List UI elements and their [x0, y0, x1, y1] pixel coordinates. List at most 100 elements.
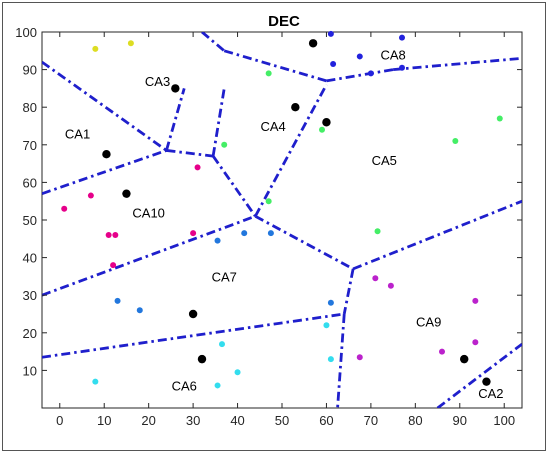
boundary-segment-7 [223, 49, 327, 83]
data-point-4-1 [61, 205, 68, 212]
data-point-4-3 [105, 232, 112, 239]
region-label-ca4: CA4 [260, 119, 285, 134]
data-point-1-7 [308, 39, 318, 48]
data-point-3-7 [496, 115, 503, 122]
data-point-3-4 [319, 126, 325, 133]
data-point-1-2 [122, 189, 131, 198]
region-label-ca6: CA6 [172, 378, 197, 393]
data-point-2-1 [92, 45, 99, 52]
cell-boundaries [42, 32, 522, 408]
region-label-ca8: CA8 [380, 48, 405, 63]
region-label-ca1: CA1 [65, 127, 90, 142]
data-point-1-6 [291, 103, 300, 112]
region-label-ca10: CA10 [132, 205, 165, 220]
region-label-ca3: CA3 [145, 74, 170, 89]
x-axis: 0 10 20 30 40 50 60 70 80 90 100 [56, 32, 515, 428]
data-point-1-5 [197, 354, 207, 364]
data-point-1-1 [102, 150, 111, 159]
data-point-6-6 [327, 356, 334, 363]
outer-frame [2, 2, 546, 451]
boundary-segment-5 [211, 88, 226, 157]
boundary-segment-8 [326, 68, 394, 83]
boundary-segment-17 [336, 313, 346, 408]
data-point-6-3 [214, 382, 221, 389]
boundary-segment-3 [42, 149, 167, 196]
data-point-5-5 [267, 230, 274, 237]
x-tick-label-100: 100 [493, 413, 515, 428]
data-point-3-6 [452, 138, 459, 145]
data-point-1-9 [460, 354, 469, 364]
y-tick-label-100: 100 [15, 25, 37, 40]
y-tick-label-10: 10 [23, 363, 37, 378]
region-label-ca7: CA7 [212, 269, 237, 284]
boundary-segment-2 [166, 149, 214, 158]
data-point-1-3 [171, 84, 180, 93]
boundary-segment-10 [211, 155, 257, 218]
x-tick-label-60: 60 [319, 413, 333, 428]
data-point-6-4 [234, 369, 241, 376]
boundary-segment-13 [254, 215, 354, 271]
x-tick-label-10: 10 [97, 413, 111, 428]
y-tick-label-30: 30 [23, 288, 37, 303]
data-point-5-4 [241, 230, 248, 237]
data-point-7-2 [372, 275, 379, 282]
x-tick-label-50: 50 [275, 413, 289, 428]
data-point-1-10 [482, 377, 491, 386]
data-point-8-1 [327, 30, 334, 37]
data-point-7-6 [472, 339, 479, 346]
boundary-segment-11 [254, 83, 328, 217]
data-points [61, 30, 503, 389]
data-point-7-5 [472, 297, 479, 304]
boundary-segment-12 [42, 214, 256, 297]
region-label-ca5: CA5 [372, 153, 397, 168]
data-point-4-4 [112, 232, 119, 239]
boundary-segment-1 [42, 60, 168, 152]
data-point-4-6 [190, 230, 197, 237]
data-point-8-5 [399, 34, 405, 41]
data-point-3-5 [374, 228, 381, 235]
data-point-6-5 [323, 322, 330, 329]
data-point-4-5 [110, 262, 117, 269]
data-point-8-3 [356, 53, 363, 60]
data-point-6-1 [92, 378, 99, 385]
boundary-segment-14 [352, 199, 522, 271]
data-point-3-1 [221, 141, 228, 148]
boundary-segment-15 [342, 268, 355, 315]
region-label-ca2: CA2 [478, 386, 503, 401]
y-axis: 10 20 30 40 50 60 70 80 90 100 [15, 25, 522, 378]
data-point-3-2 [265, 70, 272, 77]
data-point-5-6 [327, 299, 334, 306]
y-tick-label-40: 40 [23, 251, 37, 266]
y-tick-label-20: 20 [23, 326, 37, 341]
data-point-3-3 [265, 198, 272, 205]
y-tick-label-80: 80 [23, 100, 37, 115]
data-point-5-3 [214, 237, 221, 244]
x-tick-label-20: 20 [141, 413, 155, 428]
y-tick-label-60: 60 [23, 175, 37, 190]
x-tick-label-80: 80 [408, 413, 422, 428]
data-point-8-6 [399, 64, 405, 71]
data-point-4-7 [194, 164, 201, 171]
data-point-1-8 [322, 118, 331, 127]
chart-title: DEC [268, 13, 300, 30]
x-tick-label-40: 40 [230, 413, 244, 428]
y-tick-label-70: 70 [23, 138, 37, 153]
data-point-8-2 [330, 60, 337, 67]
boundary-segment-16 [42, 312, 345, 359]
y-tick-label-90: 90 [23, 63, 37, 78]
data-point-8-4 [367, 70, 374, 77]
x-tick-label-0: 0 [56, 413, 63, 428]
x-tick-label-70: 70 [364, 413, 378, 428]
data-point-6-2 [219, 341, 225, 348]
data-point-2-2 [127, 40, 134, 47]
boundary-segment-18 [436, 342, 522, 408]
data-point-7-1 [356, 354, 363, 361]
data-point-7-4 [439, 348, 445, 355]
region-label-ca9: CA9 [416, 315, 441, 330]
data-point-1-4 [188, 309, 198, 319]
x-tick-label-30: 30 [186, 413, 200, 428]
boundary-segment-9 [392, 56, 522, 71]
y-tick-label-50: 50 [23, 213, 37, 228]
